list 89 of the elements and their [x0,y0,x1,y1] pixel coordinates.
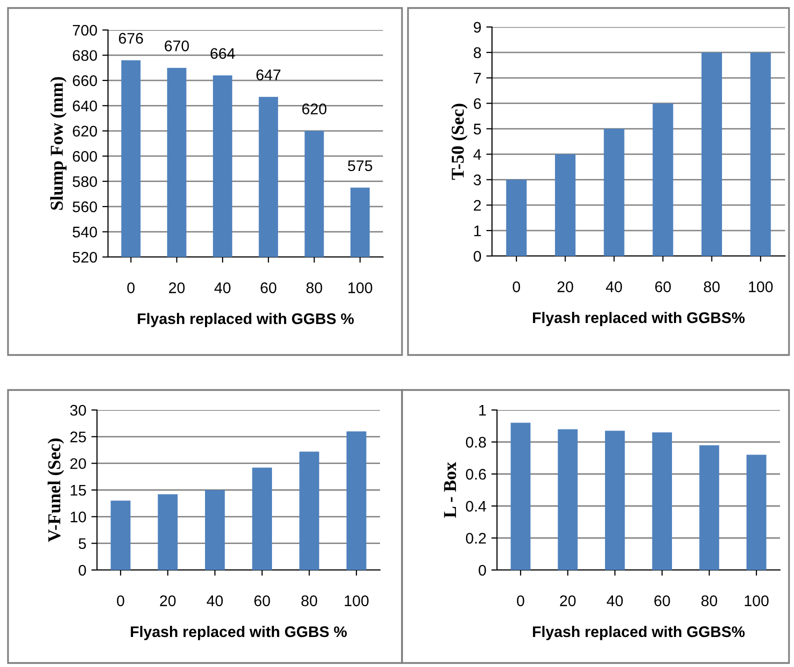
y-tick-label: 15 [70,485,86,496]
x-axis-title: Flyash replaced with GGBS% [532,626,745,640]
y-tick-label: 0 [78,564,86,576]
x-tick-label: 80 [306,282,322,294]
y-tick-label: 0.2 [466,532,486,544]
y-tick-label: 0.8 [466,436,486,448]
bar [604,128,624,256]
bar [158,494,178,570]
x-tick-label: 0 [116,595,124,606]
x-tick-label: 60 [654,595,670,606]
y-tick-label: 1 [479,405,486,416]
bar [299,452,320,570]
bar [605,430,625,570]
x-tick-label: 100 [744,595,769,606]
bar [554,154,576,256]
y-tick-label: 0.4 [466,500,486,512]
data-label: 647 [256,70,280,80]
y-tick-label: 0 [474,250,481,262]
x-tick-label: 0 [127,282,135,294]
x-tick-label: 20 [160,595,176,606]
y-tick-label: 700 [72,24,97,36]
y-tick-label: 580 [72,176,97,188]
y-tick-label: 25 [70,432,86,442]
x-tick-label: 40 [606,595,623,606]
bar [652,103,674,256]
y-tick-label: 620 [72,126,97,137]
bar [652,432,672,570]
x-tick-label: 20 [169,282,185,294]
x-tick-label: 100 [749,281,773,292]
y-axis-title: V-Funel (Sec) [48,438,64,542]
data-label: 670 [164,40,189,52]
y-tick-label: 680 [72,50,97,61]
y-tick-label: 660 [72,75,97,86]
y-tick-label: 5 [474,124,481,134]
bar [750,52,771,256]
y-tick-label: 0.6 [466,468,486,480]
x-tick-label: 100 [348,282,372,294]
y-tick-label: 6 [474,98,481,110]
x-tick-label: 60 [655,281,671,292]
y-tick-label: 1 [474,226,481,236]
y-tick-label: 9 [474,22,481,33]
x-tick-label: 60 [254,595,270,606]
y-tick-label: 8 [474,47,481,58]
y-tick-label: 4 [473,149,482,160]
x-tick-label: 40 [214,282,230,294]
bar [558,429,578,570]
x-tick-label: 0 [516,595,524,606]
data-label: 620 [302,104,326,114]
x-axis-title: Flyash replaced with GGBS% [532,312,745,326]
bar [110,500,130,570]
x-tick-label: 60 [260,282,276,294]
y-tick-label: 20 [70,458,86,470]
bar [205,490,225,570]
y-tick-label: 520 [72,252,97,263]
x-tick-label: 0 [512,281,520,292]
x-tick-label: 20 [558,281,574,292]
x-tick-label: 80 [301,595,318,606]
bar [746,454,766,570]
data-label: 664 [210,48,235,59]
data-label: 676 [118,32,143,44]
bar [346,431,366,570]
y-tick-label: 7 [474,72,481,84]
y-tick-label: 5 [78,538,86,550]
y-axis-title: T-50 (Sec) [451,104,468,180]
y-axis-title: Slump Fow (mm) [50,77,67,210]
bar [506,180,527,256]
y-tick-label: 10 [70,512,86,522]
y-tick-label: 540 [72,226,97,238]
bar [510,422,530,570]
x-tick-label: 100 [344,595,369,606]
y-tick-label: 560 [72,201,97,212]
x-axis-title: Flyash replaced with GGBS % [138,312,354,328]
y-tick-label: 640 [72,100,97,112]
y-axis-title: L - Box [444,462,456,518]
bar [252,468,272,570]
bar [701,52,722,256]
data-label: 575 [348,160,372,172]
x-tick-label: 40 [206,595,223,606]
x-tick-label: 20 [560,595,576,606]
x-tick-label: 80 [701,595,718,606]
x-tick-label: 80 [704,281,720,292]
x-axis-title: Flyash replaced with GGBS % [130,626,347,640]
y-tick-label: 600 [72,150,97,162]
y-tick-label: 0 [478,564,486,576]
x-tick-label: 40 [606,281,622,292]
y-tick-label: 3 [474,174,481,186]
y-tick-label: 2 [474,200,481,211]
bar [699,445,720,570]
y-tick-label: 30 [70,404,86,416]
